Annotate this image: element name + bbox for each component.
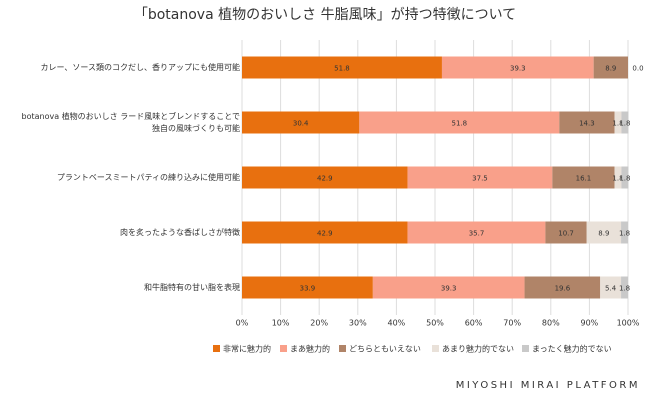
y-tick-label: プラントベースミートパティの練り込みに使用可能 — [56, 172, 240, 182]
footer: MIYOSHI MIRAI PLATFORM — [456, 380, 640, 391]
legend-label: まあ魅力的 — [290, 344, 330, 354]
bar-segment — [242, 56, 442, 79]
legend-swatch — [213, 345, 220, 352]
value-label: 1.8 — [612, 175, 623, 183]
bar-segment — [407, 166, 553, 189]
x-tick-label: 90% — [581, 319, 599, 328]
x-tick-label: 70% — [503, 319, 521, 328]
bar-segment — [621, 166, 629, 189]
value-label: 14.3 — [579, 120, 595, 128]
value-label: 42.9 — [317, 175, 333, 183]
legend-label: あまり魅力的でない — [442, 344, 514, 354]
legend-swatch — [280, 345, 287, 352]
bar-segment — [242, 276, 373, 299]
bar-segment — [621, 111, 629, 134]
value-label: 19.6 — [555, 285, 571, 293]
legend-swatch — [339, 345, 346, 352]
value-label: 37.5 — [472, 175, 488, 183]
value-label: 1.8 — [619, 230, 630, 238]
bar-segment — [593, 56, 628, 79]
value-label: 1.8 — [619, 175, 630, 183]
y-tick-label: カレー、ソース類のコクだし、香りアップにも使用可能 — [40, 62, 240, 72]
value-label: 51.8 — [452, 120, 468, 128]
bar-segment — [242, 111, 360, 134]
y-tick-label: botanova 植物のおいしさ ラード風味とブレンドすることで 独自の風味づく… — [21, 111, 240, 133]
value-label: 39.3 — [510, 65, 526, 73]
value-label: 42.9 — [317, 230, 333, 238]
value-label: 16.1 — [576, 175, 592, 183]
legend-label: まったく魅力的でない — [532, 344, 612, 354]
value-label: 1.8 — [612, 120, 623, 128]
bar-segment — [359, 111, 560, 134]
bar-segment — [600, 276, 622, 299]
bar-segment — [524, 276, 601, 299]
bar-segment — [407, 221, 546, 244]
value-label: 8.9 — [605, 65, 616, 73]
value-label: 30.4 — [293, 120, 309, 128]
value-label: 10.7 — [558, 230, 574, 238]
bar-segment — [372, 276, 525, 299]
value-label: 51.8 — [334, 65, 350, 73]
value-label: 8.9 — [598, 230, 609, 238]
bar-segment — [242, 221, 408, 244]
x-tick-label: 60% — [465, 319, 483, 328]
legend-swatch — [432, 345, 439, 352]
legend-swatch — [522, 345, 529, 352]
bar-segment — [545, 221, 587, 244]
value-label: 5.4 — [605, 285, 617, 293]
value-label: 39.3 — [441, 285, 457, 293]
bar-segment — [559, 111, 615, 134]
x-tick-label: 30% — [349, 319, 367, 328]
x-tick-label: 40% — [388, 319, 406, 328]
legend-label: どちらともいえない — [349, 345, 421, 354]
legend-label: 非常に魅力的 — [223, 344, 271, 354]
bar-segment — [621, 221, 628, 244]
x-tick-label: 0% — [236, 319, 249, 328]
value-label: 0.0 — [632, 65, 643, 73]
bar-segment — [621, 276, 628, 299]
value-label: 1.8 — [619, 285, 630, 293]
value-label: 33.9 — [300, 285, 316, 293]
x-tick-label: 10% — [272, 319, 290, 328]
bar-segment — [552, 166, 615, 189]
x-tick-label: 80% — [542, 319, 560, 328]
bar-segment — [586, 221, 622, 244]
bar-segment — [614, 166, 622, 189]
x-tick-label: 50% — [426, 319, 444, 328]
y-tick-label: 肉を炙ったような香ばしさが特徴 — [120, 227, 240, 237]
bar-segment — [614, 111, 622, 134]
value-label: 35.7 — [469, 230, 485, 238]
x-tick-label: 20% — [310, 319, 328, 328]
bar-segment — [441, 56, 594, 79]
value-label: 1.8 — [619, 120, 630, 128]
y-tick-label: 和牛脂特有の甘い脂を表現 — [144, 282, 240, 292]
x-tick-label: 100% — [617, 319, 640, 328]
bar-segment — [242, 166, 408, 189]
chart-title: 「botanova 植物のおいしさ 牛脂風味」が持つ特徴について — [134, 7, 516, 23]
